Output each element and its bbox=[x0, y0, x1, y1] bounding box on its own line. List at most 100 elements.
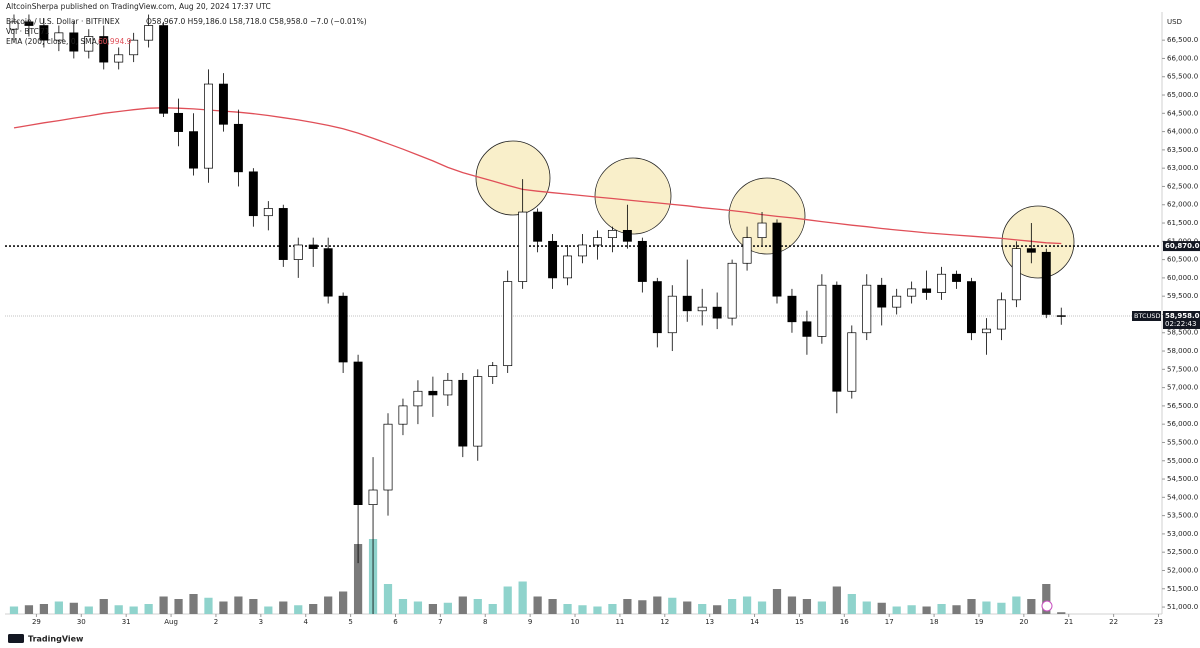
logo bbox=[8, 634, 24, 643]
candle-body bbox=[413, 390, 423, 407]
y-tick-label: 55,000.0 bbox=[1167, 457, 1198, 465]
x-tick-label: 6 bbox=[393, 618, 398, 626]
candle-body bbox=[981, 328, 991, 334]
y-tick-label: 65,000.0 bbox=[1167, 91, 1198, 99]
volume-bar bbox=[398, 599, 408, 614]
volume-bar bbox=[593, 606, 602, 614]
candle-body bbox=[667, 295, 677, 334]
volume-bar bbox=[997, 602, 1006, 614]
x-tick-label: 12 bbox=[660, 618, 669, 626]
volume-bar bbox=[159, 596, 168, 614]
candle-body bbox=[189, 131, 198, 169]
candle-body bbox=[84, 36, 94, 52]
candle-body bbox=[263, 208, 273, 217]
candle-body bbox=[398, 405, 408, 425]
volume-bar bbox=[69, 602, 78, 614]
candle-body bbox=[204, 83, 213, 169]
candle-body bbox=[69, 32, 79, 52]
volume-bar bbox=[324, 596, 333, 614]
candle-body bbox=[892, 295, 902, 308]
level-tag-label: 60,870.0 bbox=[1165, 242, 1200, 250]
volume-bar bbox=[294, 605, 303, 614]
volume-bar bbox=[309, 604, 318, 614]
x-tick-label: 2 bbox=[214, 618, 218, 626]
volume-bar bbox=[279, 601, 288, 614]
volume-bar bbox=[264, 606, 273, 614]
candle-body bbox=[682, 295, 692, 312]
volume-bar bbox=[339, 591, 348, 614]
x-tick-label: 22 bbox=[1109, 618, 1118, 626]
currency: USD bbox=[1167, 18, 1182, 26]
y-tick-label: 66,000.0 bbox=[1167, 54, 1198, 62]
y-tick-label: 56,500.0 bbox=[1167, 402, 1198, 410]
candle-body bbox=[114, 54, 124, 63]
volume-bar bbox=[518, 581, 527, 614]
candle-body bbox=[652, 281, 662, 334]
candle-body bbox=[742, 237, 752, 264]
volume-bar bbox=[832, 586, 841, 614]
candle-body bbox=[144, 25, 154, 41]
candle-body bbox=[578, 244, 587, 257]
candle-body bbox=[248, 171, 258, 217]
candle-body bbox=[802, 321, 812, 337]
candle-body bbox=[159, 25, 169, 114]
x-tick-label: 13 bbox=[705, 618, 714, 626]
x-tick-label: 19 bbox=[975, 618, 984, 626]
volume-bar bbox=[24, 605, 34, 614]
candle-body bbox=[712, 306, 722, 319]
volume-bar bbox=[892, 606, 901, 614]
y-tick-label: 51,000.0 bbox=[1167, 603, 1198, 611]
candle-body bbox=[817, 284, 827, 337]
y-tick-label: 64,000.0 bbox=[1167, 128, 1198, 136]
volume-bar bbox=[817, 601, 826, 614]
y-tick-label: 61,500.0 bbox=[1167, 219, 1198, 227]
level-tag bbox=[1163, 241, 1200, 252]
volume-bar bbox=[683, 601, 692, 614]
x-tick-label: 31 bbox=[122, 618, 131, 626]
y-tick-label: 60,500.0 bbox=[1167, 256, 1198, 264]
x-tick-label: 11 bbox=[615, 618, 624, 626]
volume-bar bbox=[9, 606, 19, 614]
x-tick-label: 9 bbox=[528, 618, 532, 626]
event-icon bbox=[1041, 600, 1053, 612]
candle-body bbox=[952, 273, 961, 282]
y-tick-label: 52,500.0 bbox=[1167, 548, 1198, 556]
volume-bar bbox=[428, 604, 438, 614]
y-tick-label: 54,500.0 bbox=[1167, 475, 1198, 483]
volume-bar bbox=[174, 599, 183, 614]
candle-body bbox=[787, 295, 797, 323]
volume-bar bbox=[503, 586, 512, 614]
symbol-tag bbox=[1132, 310, 1161, 321]
candle-body bbox=[1011, 248, 1021, 301]
volume-bar bbox=[1027, 599, 1036, 614]
volume-last: 71 bbox=[40, 27, 50, 36]
volume-bar bbox=[1057, 612, 1066, 614]
candle-body bbox=[24, 21, 34, 26]
y-tick-label: 58,500.0 bbox=[1167, 329, 1198, 337]
y-tick-label: 56,000.0 bbox=[1167, 420, 1198, 428]
candle-body bbox=[218, 83, 228, 125]
highlight-circle bbox=[728, 177, 806, 255]
y-tick-label: 53,500.0 bbox=[1167, 512, 1198, 520]
volume-bar bbox=[533, 596, 542, 614]
candle-body bbox=[9, 21, 19, 30]
candle-body bbox=[129, 39, 139, 56]
candle-body bbox=[847, 332, 857, 392]
highlight-circle bbox=[475, 140, 551, 216]
x-tick-label: 23 bbox=[1154, 618, 1163, 626]
volume-bar bbox=[234, 596, 243, 614]
y-tick-label: 60,000.0 bbox=[1167, 274, 1198, 282]
x-tick-label: 20 bbox=[1019, 618, 1028, 626]
y-tick-label: 57,000.0 bbox=[1167, 384, 1198, 392]
candle-body bbox=[548, 240, 558, 279]
x-tick-label: 16 bbox=[840, 618, 849, 626]
x-tick-label: 3 bbox=[259, 618, 263, 626]
volume-bar bbox=[623, 599, 632, 614]
symbol-tag-label: BTCUSD bbox=[1134, 312, 1160, 320]
volume-bar bbox=[727, 599, 737, 614]
x-tick-label: 21 bbox=[1064, 618, 1073, 626]
candle-body bbox=[473, 376, 483, 447]
x-tick-label: 15 bbox=[795, 618, 804, 626]
